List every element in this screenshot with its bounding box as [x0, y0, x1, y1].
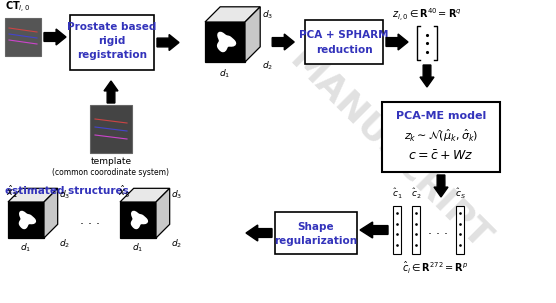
Polygon shape: [245, 7, 260, 62]
Text: $d_2$: $d_2$: [59, 238, 70, 251]
Text: $d_3$: $d_3$: [171, 189, 182, 201]
Text: PCA + SPHARM: PCA + SPHARM: [299, 30, 389, 40]
Text: $x_{l,0}$: $x_{l,0}$: [216, 0, 234, 3]
Text: PCA-ME model: PCA-ME model: [396, 111, 486, 121]
Text: MANUSCRIPT: MANUSCRIPT: [283, 43, 497, 257]
FancyBboxPatch shape: [412, 206, 420, 254]
Polygon shape: [44, 188, 58, 238]
Polygon shape: [44, 29, 66, 45]
Text: . . .: . . .: [428, 224, 448, 237]
Text: $\hat{c}_i \in \mathbf{R}^{272} = \mathbf{R}^p$: $\hat{c}_i \in \mathbf{R}^{272} = \mathb…: [402, 260, 468, 276]
Text: $d_1$: $d_1$: [132, 242, 143, 255]
Text: $\hat{c}_S$: $\hat{c}_S$: [455, 187, 465, 201]
Text: Prostate based: Prostate based: [67, 22, 157, 32]
Polygon shape: [120, 202, 156, 238]
Polygon shape: [8, 202, 44, 238]
Polygon shape: [205, 22, 245, 62]
Text: $d_1$: $d_1$: [21, 242, 32, 255]
Text: $d_2$: $d_2$: [262, 60, 274, 72]
Polygon shape: [205, 7, 260, 22]
FancyBboxPatch shape: [275, 212, 357, 254]
Text: $\hat{c}_1$: $\hat{c}_1$: [392, 187, 403, 201]
Polygon shape: [272, 34, 294, 50]
Text: reduction: reduction: [316, 45, 373, 55]
Text: $z_k \sim \mathcal{N}(\hat{\mu}_k, \hat{\sigma}_k)$: $z_k \sim \mathcal{N}(\hat{\mu}_k, \hat{…: [404, 128, 478, 144]
Text: $d_2$: $d_2$: [171, 238, 182, 251]
Polygon shape: [131, 211, 148, 229]
FancyBboxPatch shape: [305, 20, 383, 64]
Text: (common coorodinate system): (common coorodinate system): [52, 168, 170, 177]
Polygon shape: [360, 222, 388, 238]
Text: . . .: . . .: [80, 214, 100, 227]
Polygon shape: [156, 188, 170, 238]
Text: estimated structures: estimated structures: [5, 186, 129, 196]
Text: $\hat{c}_2$: $\hat{c}_2$: [411, 187, 421, 201]
Polygon shape: [120, 188, 170, 202]
Polygon shape: [104, 81, 118, 103]
Polygon shape: [420, 65, 434, 87]
Text: $\mathbf{CT}_{l,0}$: $\mathbf{CT}_{l,0}$: [5, 0, 30, 15]
Polygon shape: [386, 34, 408, 50]
Polygon shape: [157, 35, 179, 51]
Polygon shape: [217, 32, 236, 52]
Text: $z_{l,0} \in \mathbf{R}^{40} = \mathbf{R}^{q}$: $z_{l,0} \in \mathbf{R}^{40} = \mathbf{R…: [392, 6, 462, 23]
FancyBboxPatch shape: [70, 15, 154, 70]
FancyBboxPatch shape: [5, 18, 41, 56]
Polygon shape: [19, 211, 36, 229]
Polygon shape: [434, 175, 448, 197]
Polygon shape: [8, 188, 58, 202]
Text: $\hat{x}_1$: $\hat{x}_1$: [6, 184, 18, 200]
Text: $d_3$: $d_3$: [59, 189, 70, 201]
FancyBboxPatch shape: [393, 206, 401, 254]
Text: $c = \bar{c} + Wz$: $c = \bar{c} + Wz$: [408, 149, 474, 163]
Text: rigid: rigid: [98, 36, 126, 46]
Polygon shape: [246, 225, 272, 241]
Text: registration: registration: [77, 50, 147, 60]
Text: Shape: Shape: [297, 222, 334, 232]
FancyBboxPatch shape: [90, 105, 132, 153]
Text: $d_3$: $d_3$: [262, 8, 274, 21]
FancyBboxPatch shape: [382, 102, 500, 172]
Text: template: template: [91, 157, 132, 166]
FancyBboxPatch shape: [456, 206, 464, 254]
Text: regularization: regularization: [275, 236, 358, 246]
Text: $\hat{x}_S$: $\hat{x}_S$: [118, 184, 130, 200]
Text: $d_1$: $d_1$: [220, 67, 231, 79]
